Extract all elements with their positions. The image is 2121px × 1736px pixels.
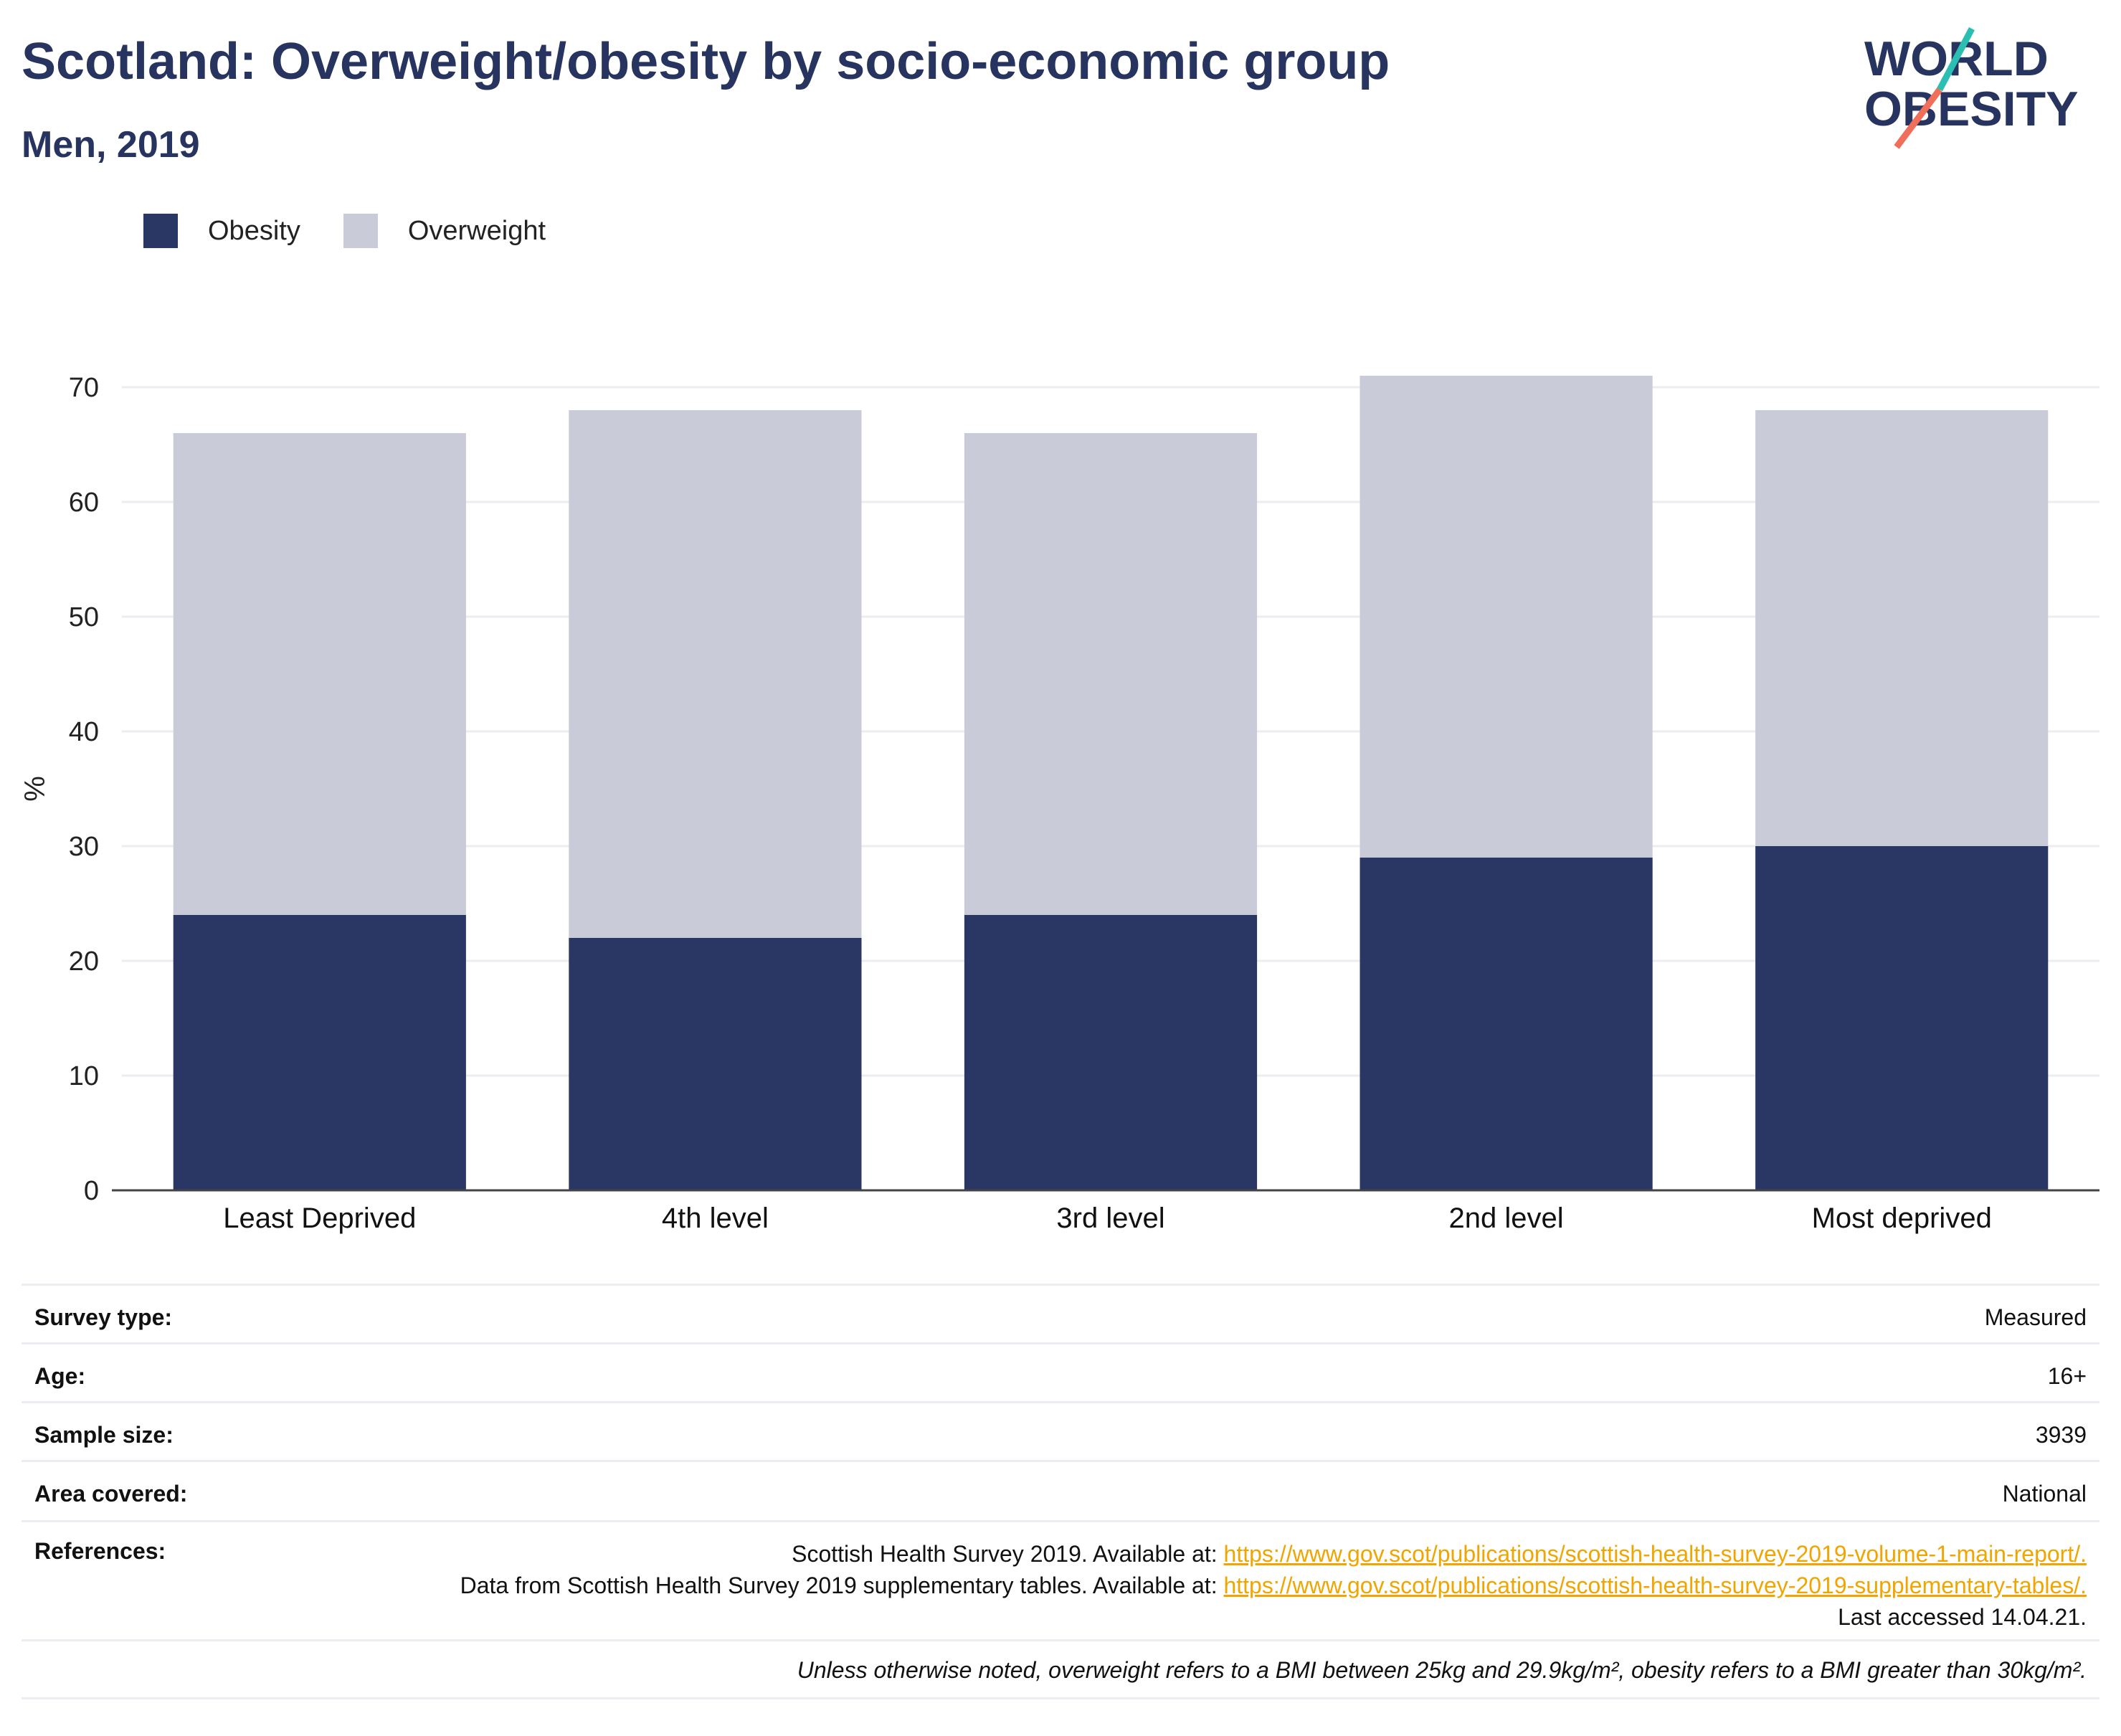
bar-obesity — [964, 915, 1258, 1190]
meta-label: Area covered: — [34, 1481, 188, 1507]
meta-row-age: Age: 16+ — [22, 1342, 2099, 1401]
meta-value: National — [2002, 1481, 2087, 1507]
legend-label-overweight: Overweight — [407, 215, 546, 246]
bmi-footnote: Unless otherwise noted, overweight refer… — [797, 1657, 2087, 1683]
reference-2-suffix: Last accessed 14.04.21. — [1838, 1604, 2087, 1630]
world-obesity-logo: WORLD OBESITY — [1864, 27, 2079, 149]
logo-slash-coral — [1894, 87, 1942, 149]
logo-slash-teal — [1937, 27, 1975, 92]
x-tick-label: 2nd level — [1449, 1203, 1564, 1234]
meta-label: Sample size: — [34, 1422, 174, 1448]
y-tick-label: 60 — [69, 488, 99, 518]
x-tick-label: 4th level — [662, 1203, 769, 1234]
meta-value: Measured — [1984, 1304, 2087, 1330]
bar-overweight — [1755, 410, 2049, 846]
y-axis-label: % — [19, 776, 51, 802]
meta-label: Survey type: — [34, 1304, 173, 1330]
y-tick-label: 0 — [84, 1176, 99, 1206]
y-tick-label: 50 — [69, 602, 99, 632]
legend-swatch-overweight — [343, 214, 378, 248]
meta-row-references: References: Scottish Health Survey 2019.… — [22, 1520, 2099, 1639]
y-tick-label: 10 — [69, 1061, 99, 1091]
x-tick-label: Most deprived — [1812, 1203, 1992, 1234]
meta-value: 3939 — [2035, 1422, 2087, 1448]
bar-obesity — [173, 915, 466, 1190]
bar-overweight — [1360, 376, 1653, 858]
bar-overweight — [173, 433, 466, 915]
legend-item-obesity: Obesity — [143, 214, 300, 248]
meta-row-sample-size: Sample size: 3939 — [22, 1401, 2099, 1460]
references-label: References: — [34, 1538, 166, 1564]
reference-2-text: Data from Scottish Health Survey 2019 su… — [460, 1573, 1224, 1598]
chart-subtitle: Men, 2019 — [22, 124, 200, 166]
x-tick-label: 3rd level — [1056, 1203, 1164, 1234]
bar-overweight — [964, 433, 1258, 915]
references-text: Scottish Health Survey 2019. Available a… — [437, 1538, 2087, 1633]
reference-2-link[interactable]: https://www.gov.scot/publications/scotti… — [1223, 1573, 2087, 1598]
chart-legend: Obesity Overweight — [143, 214, 589, 248]
bar-overweight — [569, 410, 862, 938]
x-tick-label: Least Deprived — [223, 1203, 416, 1234]
chart-title: Scotland: Overweight/obesity by socio-ec… — [22, 33, 1390, 90]
logo-line2: OBESITY — [1864, 82, 2079, 136]
legend-item-overweight: Overweight — [343, 214, 546, 248]
stacked-bar-chart: 0 10 20 30 40 50 60 70% Least Deprived 4th level 3… — [19, 373, 2099, 1234]
meta-value: 16+ — [2047, 1363, 2087, 1389]
bar-obesity — [1755, 846, 2049, 1190]
y-tick-label: 30 — [69, 832, 99, 862]
legend-swatch-obesity — [143, 214, 178, 248]
meta-row-survey-type: Survey type: Measured — [22, 1284, 2099, 1342]
meta-row-area-covered: Area covered: National — [22, 1460, 2099, 1520]
y-tick-label: 70 — [69, 373, 99, 403]
bar-obesity — [569, 938, 862, 1190]
bar-obesity — [1360, 858, 1653, 1190]
y-tick-label: 40 — [69, 717, 99, 747]
meta-label: Age: — [34, 1363, 86, 1389]
y-tick-label: 20 — [69, 947, 99, 977]
legend-label-obesity: Obesity — [208, 215, 300, 246]
reference-1-link[interactable]: https://www.gov.scot/publications/scotti… — [1223, 1541, 2087, 1567]
footnote-row: Unless otherwise noted, overweight refer… — [22, 1639, 2099, 1699]
reference-1-text: Scottish Health Survey 2019. Available a… — [792, 1541, 1224, 1567]
